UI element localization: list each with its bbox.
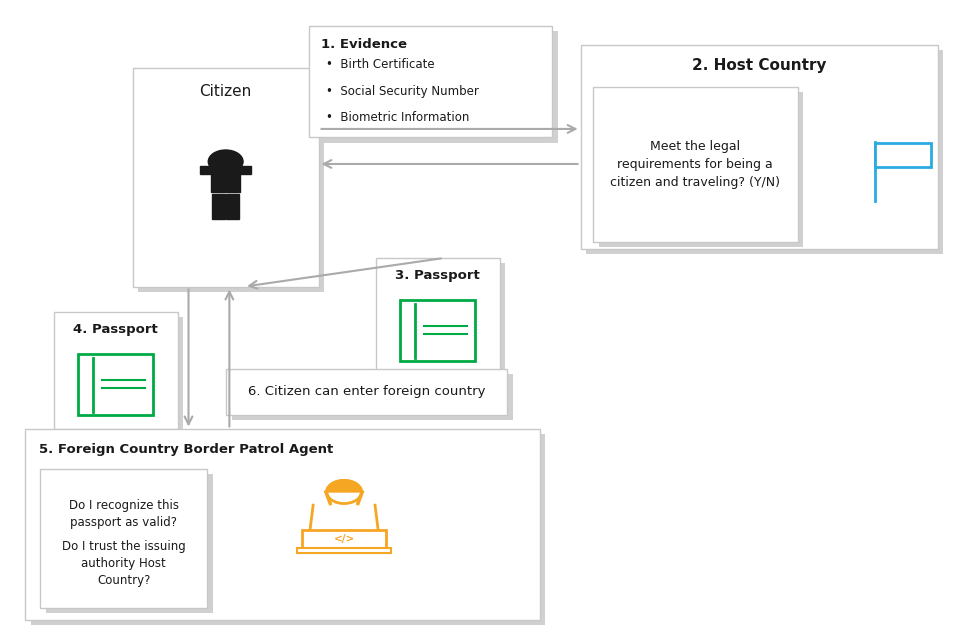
FancyBboxPatch shape: [25, 430, 539, 620]
Bar: [212, 194, 225, 219]
FancyBboxPatch shape: [593, 87, 798, 242]
Text: Do I recognize this
passport as valid?: Do I recognize this passport as valid?: [69, 500, 179, 529]
FancyBboxPatch shape: [31, 435, 545, 625]
FancyBboxPatch shape: [133, 68, 318, 287]
Text: 5. Foreign Country Border Patrol Agent: 5. Foreign Country Border Patrol Agent: [39, 444, 333, 457]
Text: 2. Host Country: 2. Host Country: [692, 58, 826, 73]
Bar: [200, 166, 251, 174]
FancyBboxPatch shape: [401, 300, 475, 361]
FancyBboxPatch shape: [60, 317, 184, 435]
FancyBboxPatch shape: [315, 32, 557, 143]
FancyBboxPatch shape: [302, 530, 386, 548]
Text: Do I trust the issuing
authority Host
Country?: Do I trust the issuing authority Host Co…: [62, 540, 185, 587]
Text: •  Social Security Number: • Social Security Number: [326, 85, 479, 98]
FancyBboxPatch shape: [79, 354, 153, 415]
Text: •  Biometric Information: • Biometric Information: [326, 111, 470, 125]
Text: 6. Citizen can enter foreign country: 6. Citizen can enter foreign country: [248, 385, 485, 399]
Circle shape: [209, 150, 243, 173]
FancyBboxPatch shape: [580, 46, 938, 248]
FancyBboxPatch shape: [46, 474, 212, 613]
FancyBboxPatch shape: [382, 263, 505, 381]
Text: 1. Evidence: 1. Evidence: [321, 38, 407, 51]
FancyBboxPatch shape: [232, 374, 513, 420]
FancyBboxPatch shape: [599, 92, 803, 248]
Bar: [211, 167, 240, 192]
Bar: [226, 194, 239, 219]
Text: 3. Passport: 3. Passport: [395, 269, 480, 282]
Text: Citizen: Citizen: [200, 84, 252, 98]
Circle shape: [327, 480, 361, 503]
FancyBboxPatch shape: [297, 548, 391, 553]
Text: 4. Passport: 4. Passport: [73, 323, 158, 336]
FancyBboxPatch shape: [586, 51, 944, 253]
FancyBboxPatch shape: [376, 258, 500, 376]
FancyBboxPatch shape: [138, 73, 324, 292]
FancyBboxPatch shape: [40, 469, 207, 608]
Text: •  Birth Certificate: • Birth Certificate: [326, 58, 434, 71]
FancyBboxPatch shape: [54, 312, 178, 430]
Polygon shape: [326, 480, 362, 492]
Text: </>: </>: [333, 534, 355, 544]
Text: Meet the legal
requirements for being a
citizen and traveling? (Y/N): Meet the legal requirements for being a …: [610, 140, 780, 189]
FancyBboxPatch shape: [309, 26, 552, 138]
FancyBboxPatch shape: [226, 369, 507, 415]
FancyBboxPatch shape: [875, 143, 931, 167]
